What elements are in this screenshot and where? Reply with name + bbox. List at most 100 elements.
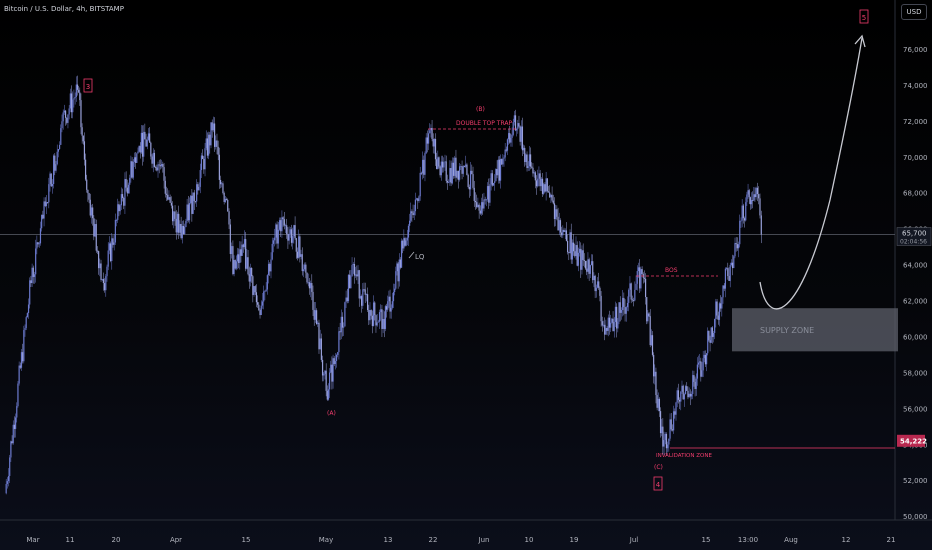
y-tick-label: 72,000: [903, 118, 928, 126]
candle-body: [138, 146, 140, 152]
candle-body: [121, 194, 124, 198]
candle-body: [407, 225, 410, 238]
candle-body: [320, 338, 322, 360]
candle-body: [29, 280, 31, 305]
candle-body: [247, 257, 249, 275]
candle-body: [503, 157, 505, 159]
supply-zone: [732, 308, 898, 352]
candle-body: [117, 204, 119, 220]
candle-body: [294, 225, 296, 239]
candle-body: [429, 130, 431, 134]
candle-body: [367, 294, 369, 311]
wave-b-label: (B): [476, 106, 485, 113]
candle-body: [618, 302, 620, 322]
candle-body: [352, 264, 354, 266]
candle-body: [736, 244, 738, 249]
candle-body: [174, 211, 176, 219]
candle-body: [677, 390, 679, 400]
candle-body: [55, 164, 57, 171]
candle-body: [313, 309, 315, 320]
candle-body: [434, 138, 437, 160]
candle-body: [551, 194, 553, 201]
candle-body: [378, 312, 381, 322]
candle-body: [405, 240, 407, 246]
candle-body: [526, 154, 528, 169]
candle-body: [449, 168, 451, 183]
candle-body: [312, 291, 314, 310]
candle-body: [440, 161, 442, 176]
candle-body: [302, 269, 305, 272]
candle-body: [286, 225, 288, 235]
candle-body: [20, 352, 23, 368]
x-tick-label: 12: [842, 536, 851, 544]
candle-body: [655, 371, 657, 395]
candle-body: [710, 327, 712, 343]
candle-body: [438, 157, 440, 167]
candle-body: [441, 161, 444, 168]
candle-body: [301, 254, 303, 272]
candle-body: [292, 236, 294, 243]
candle-body: [64, 110, 67, 118]
candle-body: [101, 279, 103, 280]
candle-body: [409, 220, 411, 226]
candle-body: [714, 318, 716, 333]
countdown-text: 02:04:56: [900, 239, 927, 246]
currency-button[interactable]: USD: [901, 4, 927, 20]
candle-body: [341, 316, 344, 328]
x-tick-label: Mar: [26, 536, 39, 544]
candle-body: [283, 219, 285, 226]
price-axis[interactable]: 50,00052,00054,00056,00058,00060,00062,0…: [903, 46, 928, 521]
candle-body: [693, 375, 695, 382]
candle-body: [480, 202, 483, 214]
candle-body: [676, 390, 678, 403]
candle-body: [380, 309, 382, 313]
candle-body: [486, 186, 489, 200]
candle-body: [351, 265, 353, 277]
candle-body: [153, 152, 156, 167]
candle-body: [321, 359, 324, 376]
candle-body: [729, 265, 731, 281]
projection-arrow: [759, 37, 863, 310]
candle-body: [152, 152, 154, 164]
candle-body: [58, 144, 61, 150]
candle-body: [472, 174, 474, 188]
candle-body: [228, 211, 230, 225]
candle-body: [197, 184, 199, 191]
candle-body: [33, 274, 36, 277]
candle-body: [724, 268, 727, 289]
candle-body: [35, 248, 37, 275]
candle-body: [298, 236, 300, 258]
candle-body: [39, 228, 42, 244]
candle-body: [124, 179, 126, 206]
candle-body: [716, 301, 718, 316]
candle-body: [169, 197, 171, 203]
time-axis[interactable]: Mar 11 20 Apr 15 May 13 22 Jun 10 19 Jul 15 13:00 Aug 1…: [26, 536, 895, 544]
candle-body: [205, 138, 207, 149]
x-tick-label: 11: [66, 536, 75, 544]
candle-body: [506, 139, 509, 151]
candle-body: [659, 411, 662, 434]
candle-body: [590, 261, 593, 266]
x-tick-label: 13:00: [738, 536, 758, 544]
candle-body: [567, 240, 569, 253]
candle-body: [495, 169, 497, 182]
candle-body: [749, 197, 751, 205]
candle-body: [84, 159, 87, 180]
candle-body: [274, 237, 276, 241]
candle-body: [601, 321, 603, 326]
candle-body: [463, 166, 466, 167]
candle-body: [75, 84, 77, 97]
candle-body: [112, 238, 114, 245]
candle-body: [163, 167, 165, 181]
candle-body: [257, 302, 259, 305]
candle-body: [508, 133, 510, 140]
candle-body: [49, 173, 51, 185]
candle-body: [168, 197, 170, 200]
candle-body: [704, 354, 707, 365]
candle-body: [265, 289, 267, 292]
candle-body: [155, 166, 157, 168]
candle-body: [426, 137, 428, 144]
candle-body: [490, 173, 492, 185]
candle-body: [109, 243, 112, 262]
